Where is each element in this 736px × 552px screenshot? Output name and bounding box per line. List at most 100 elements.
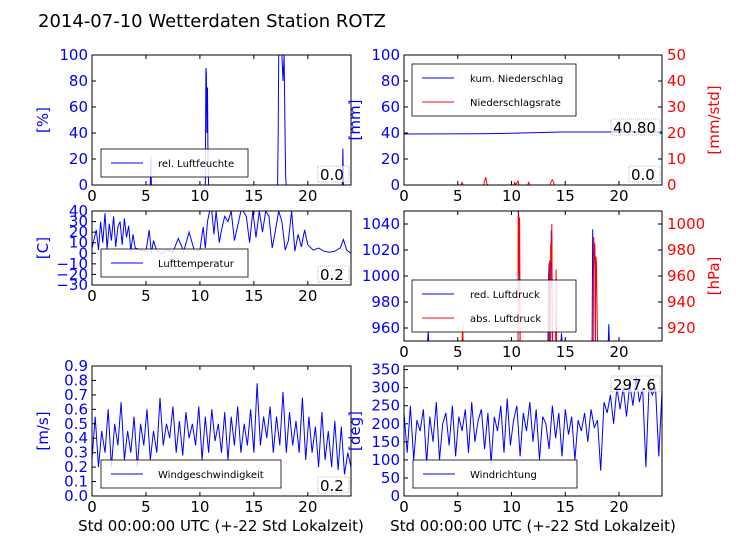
pressure-series-group — [404, 211, 662, 341]
precipitation-y2tick-label: 20 — [667, 124, 686, 142]
humidity-ytick-label: 60 — [69, 98, 88, 116]
temperature-xtick-label: 10 — [190, 287, 209, 305]
temperature-series-group — [92, 211, 351, 254]
precipitation-xtick-label: 10 — [502, 187, 521, 205]
wind_speed-xtick-label: 15 — [244, 498, 263, 516]
precipitation-legend-label: Niederschlagsrate — [470, 98, 561, 109]
pressure-legend-label: red. Luftdruck — [470, 290, 540, 301]
wind_direction-xtick-label: 0 — [399, 498, 409, 516]
precipitation-panel: 0 5 10 15 20 0 20 40 60 80 100 0 10 20 30 40 50 [mm] [mm/s… — [346, 46, 723, 205]
humidity-legend: rel. Luftfeuchte — [100, 148, 249, 178]
precipitation-axes-frame — [403, 54, 663, 186]
temperature-ytick-label: −20 — [56, 265, 88, 283]
precipitation-ytick-label: 100 — [371, 46, 400, 64]
precipitation-series-group — [404, 131, 662, 185]
precipitation-xtick-label: 20 — [609, 187, 628, 205]
humidity-legend-label: rel. Luftfeuchte — [158, 159, 234, 170]
precipitation-ytick-label: 60 — [381, 98, 400, 116]
wind_speed-ytick-label: 0.3 — [64, 444, 88, 462]
precipitation-xtick-label: 0 — [399, 187, 409, 205]
wind_direction-value-box — [610, 375, 661, 393]
precipitation-legend-box — [411, 63, 577, 117]
wind_speed-series-group — [92, 383, 351, 475]
humidity-series-1-line — [92, 55, 351, 185]
wind_direction-axes-frame — [403, 365, 663, 497]
wind_speed-ylabel: [m/s] — [34, 411, 52, 450]
pressure-xtick-label: 10 — [502, 343, 521, 361]
pressure-y2tick-label: 940 — [667, 293, 696, 311]
temperature-legend: Lufttemperatur — [100, 248, 249, 278]
temperature-xtick-label: 20 — [298, 287, 317, 305]
precipitation-ylabel: [mm] — [346, 100, 364, 141]
precipitation-value-label: 40.80 — [613, 119, 656, 137]
pressure-y2tick-label: 960 — [667, 267, 696, 285]
temperature-ytick-label: 0 — [78, 244, 88, 262]
temperature-ytick-label: 10 — [69, 234, 88, 252]
wind_speed-ytick-label: 0.2 — [64, 458, 88, 476]
precipitation-y2label: [mm/std] — [705, 85, 723, 154]
xlabel-left: Std 00:00:00 UTC (+-22 Std Lokalzeit) — [78, 517, 364, 535]
wind_speed-ytick-label: 0.6 — [64, 400, 88, 418]
xlabel-right: Std 00:00:00 UTC (+-22 Std Lokalzeit) — [390, 517, 676, 535]
wind_direction-ylabel: [deg] — [346, 411, 364, 451]
wind_direction-ytick-label: 250 — [371, 397, 400, 415]
precipitation-y2tick-label: 10 — [667, 150, 686, 168]
wind_direction-legend-label: Windrichtung — [470, 470, 537, 481]
wind_direction-ytick-label: 100 — [371, 451, 400, 469]
precipitation-y2tick-label: 0 — [667, 176, 677, 194]
humidity-ytick-label: 40 — [69, 124, 88, 142]
wind_direction-xtick-label: 15 — [556, 498, 575, 516]
precipitation-ytick-label: 40 — [381, 124, 400, 142]
temperature-value-label: 0.2 — [320, 266, 344, 284]
wind_speed-ytick-label: 0.9 — [64, 357, 88, 375]
humidity-value-label: 0.0 — [320, 166, 344, 184]
wind_direction-ytick-label: 150 — [371, 433, 400, 451]
pressure-ytick-label: 980 — [371, 293, 400, 311]
wind_direction-xtick-label: 20 — [609, 498, 628, 516]
temperature-legend-label: Lufttemperatur — [158, 259, 235, 270]
precipitation-ytick-label: 0 — [390, 176, 400, 194]
precipitation-y2tick-label: 50 — [667, 46, 686, 64]
temperature-series-1-line — [92, 211, 351, 254]
wind_speed-series-1-line — [92, 383, 351, 475]
humidity-xtick-label: 0 — [87, 187, 97, 205]
wind_direction-xtick-label: 5 — [453, 498, 463, 516]
pressure-series-2-line — [404, 211, 662, 341]
wind_speed-ytick-label: 0.0 — [64, 487, 88, 505]
temperature-xtick-label: 15 — [244, 287, 263, 305]
pressure-y2tick-label: 1000 — [667, 215, 705, 233]
humidity-xtick-label: 10 — [190, 187, 209, 205]
precipitation-ytick-label: 20 — [381, 150, 400, 168]
pressure-legend-box — [411, 279, 577, 333]
pressure-ytick-label: 1000 — [362, 267, 400, 285]
wind_speed-axes-frame — [91, 365, 352, 497]
wind_direction-series-group — [404, 376, 662, 471]
temperature-ytick-label: 30 — [69, 213, 88, 231]
wind_speed-xtick-label: 10 — [190, 498, 209, 516]
wind_speed-xtick-label: 0 — [87, 498, 97, 516]
temperature-axes-frame — [91, 210, 352, 286]
precipitation-series-2-line — [404, 177, 662, 185]
pressure-panel: 0 5 10 15 20 960 980 1000 1020 1040 920 940 960 980 10… — [362, 210, 723, 361]
figure-title: 2014-07-10 Wetterdaten Station ROTZ — [38, 11, 386, 32]
temperature-ytick-label: −10 — [56, 255, 88, 273]
pressure-xtick-label: 5 — [453, 343, 463, 361]
temperature-ytick-label: 40 — [69, 202, 88, 220]
precipitation-y2tick-label: 30 — [667, 98, 686, 116]
wind_speed-value-box — [317, 476, 350, 494]
temperature-xtick-label: 5 — [141, 287, 151, 305]
pressure-y2tick-label: 980 — [667, 241, 696, 259]
temperature-ytick-label: −30 — [56, 276, 88, 294]
wind_speed-xtick-label: 20 — [298, 498, 317, 516]
wind_speed-ytick-label: 0.7 — [64, 386, 88, 404]
pressure-xtick-label: 0 — [399, 343, 409, 361]
humidity-ytick-label: 0 — [78, 176, 88, 194]
humidity-axes-frame — [91, 54, 352, 186]
wind_direction-legend: Windrichtung — [412, 459, 578, 489]
precipitation-legend-label: kum. Niederschlag — [470, 74, 563, 85]
precipitation-value-box — [610, 118, 661, 136]
humidity-xtick-label: 5 — [141, 187, 151, 205]
wind_direction-ytick-label: 350 — [371, 361, 400, 379]
precipitation-series-1-line — [404, 131, 662, 135]
